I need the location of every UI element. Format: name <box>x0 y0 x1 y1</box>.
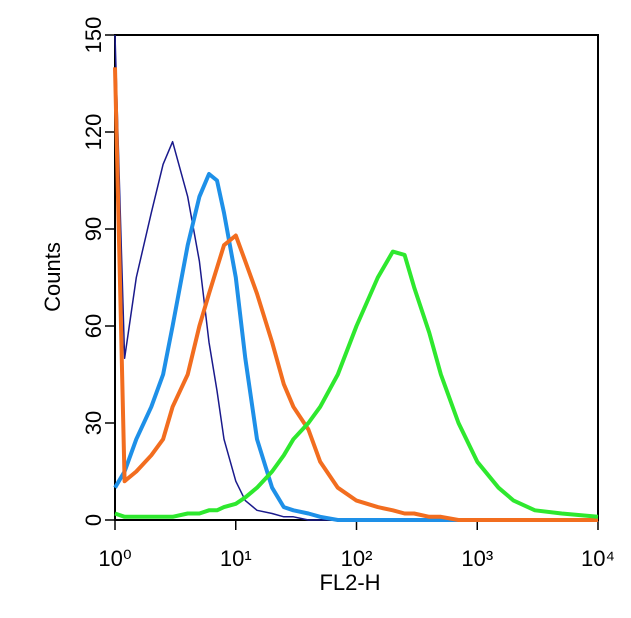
x-tick-label: 10¹ <box>220 546 252 571</box>
y-tick-label: 0 <box>81 514 106 526</box>
x-tick-label: 10² <box>341 546 373 571</box>
series-line <box>113 67 598 522</box>
x-tick-label: 10⁴ <box>581 546 615 571</box>
x-tick-label: 10⁰ <box>98 546 131 571</box>
x-tick-label: 10³ <box>461 546 493 571</box>
series-line <box>114 249 599 519</box>
y-tick-label: 120 <box>81 114 106 151</box>
y-tick-label: 90 <box>81 217 106 241</box>
y-tick-label: 150 <box>81 17 106 54</box>
series-line <box>114 34 598 521</box>
y-tick-label: 60 <box>81 314 106 338</box>
y-tick-label: 30 <box>81 411 106 435</box>
y-axis-label: Counts <box>40 242 65 312</box>
series-line <box>113 172 598 522</box>
plot-frame <box>114 34 599 521</box>
x-axis-label: FL2-H <box>319 570 380 595</box>
